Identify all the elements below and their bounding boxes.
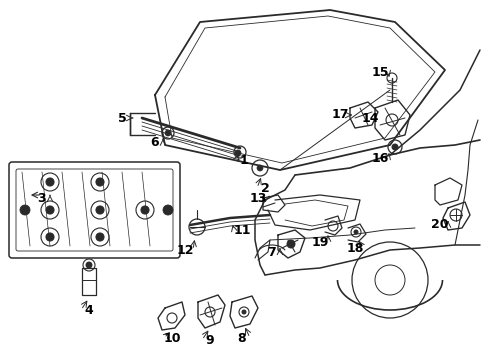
Text: 16: 16 bbox=[370, 152, 388, 165]
FancyBboxPatch shape bbox=[16, 169, 173, 251]
Circle shape bbox=[96, 233, 104, 241]
FancyBboxPatch shape bbox=[9, 162, 180, 258]
Text: 20: 20 bbox=[430, 219, 448, 231]
Circle shape bbox=[163, 205, 173, 215]
Text: 3: 3 bbox=[38, 192, 46, 204]
Text: 6: 6 bbox=[150, 135, 159, 148]
Circle shape bbox=[257, 165, 263, 171]
Text: 13: 13 bbox=[249, 192, 266, 204]
Circle shape bbox=[164, 130, 171, 136]
Circle shape bbox=[86, 262, 92, 268]
Text: 15: 15 bbox=[370, 66, 388, 78]
Circle shape bbox=[96, 206, 104, 214]
Circle shape bbox=[391, 144, 397, 150]
Circle shape bbox=[235, 150, 241, 156]
Text: 17: 17 bbox=[330, 108, 348, 122]
Text: 12: 12 bbox=[176, 243, 193, 256]
Text: 7: 7 bbox=[267, 246, 276, 258]
Text: 4: 4 bbox=[84, 303, 93, 316]
Circle shape bbox=[46, 233, 54, 241]
Text: 9: 9 bbox=[205, 333, 214, 346]
Text: 2: 2 bbox=[260, 181, 269, 194]
Circle shape bbox=[96, 178, 104, 186]
Text: 18: 18 bbox=[346, 242, 363, 255]
Text: 14: 14 bbox=[361, 112, 378, 125]
Text: 19: 19 bbox=[311, 235, 328, 248]
Text: 1: 1 bbox=[239, 153, 248, 166]
Circle shape bbox=[20, 205, 30, 215]
Circle shape bbox=[286, 240, 294, 248]
Circle shape bbox=[141, 206, 149, 214]
Circle shape bbox=[353, 230, 357, 234]
Circle shape bbox=[242, 310, 245, 314]
Text: 11: 11 bbox=[233, 224, 250, 237]
Circle shape bbox=[46, 178, 54, 186]
Text: 5: 5 bbox=[118, 112, 126, 125]
Text: 8: 8 bbox=[237, 332, 246, 345]
Circle shape bbox=[46, 206, 54, 214]
Text: 10: 10 bbox=[163, 332, 181, 345]
